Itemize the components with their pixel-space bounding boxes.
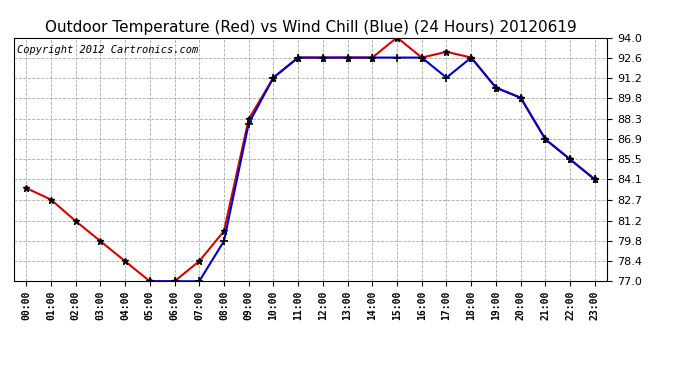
Text: Copyright 2012 Cartronics.com: Copyright 2012 Cartronics.com: [17, 45, 198, 55]
Title: Outdoor Temperature (Red) vs Wind Chill (Blue) (24 Hours) 20120619: Outdoor Temperature (Red) vs Wind Chill …: [45, 20, 576, 35]
